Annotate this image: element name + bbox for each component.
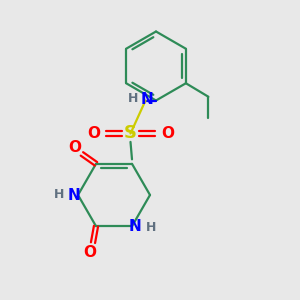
Text: N: N bbox=[141, 92, 153, 106]
Text: N: N bbox=[68, 188, 81, 202]
Text: N: N bbox=[129, 219, 141, 234]
Text: O: O bbox=[68, 140, 82, 155]
Text: H: H bbox=[146, 221, 156, 234]
Text: O: O bbox=[161, 126, 174, 141]
Text: O: O bbox=[83, 245, 97, 260]
Text: H: H bbox=[54, 188, 64, 202]
Text: H: H bbox=[128, 92, 138, 106]
Text: O: O bbox=[87, 126, 100, 141]
Text: S: S bbox=[124, 124, 137, 142]
